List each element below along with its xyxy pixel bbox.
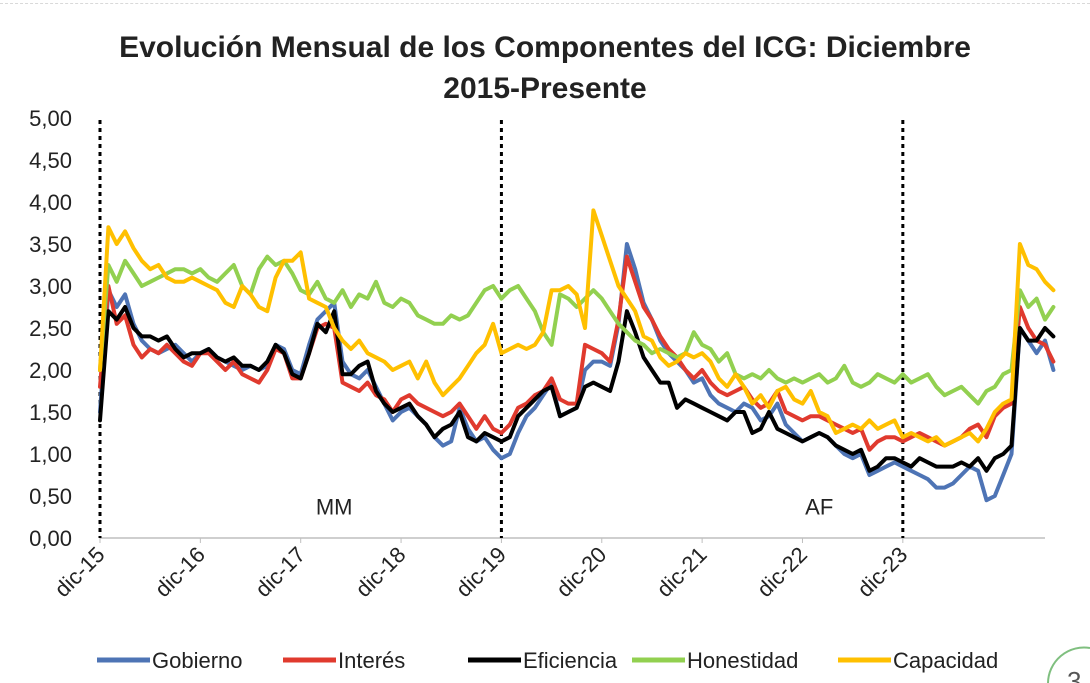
page-number-badge: 3 (1047, 646, 1090, 683)
chart-title-line: 2015-Presente (443, 72, 646, 105)
legend: Gobierno Interés Eficiencia Honestidad Capac… (97, 648, 998, 673)
legend-label: Capacidad (893, 648, 998, 673)
chart-title-line: Evolución Mensual de los Componentes del… (119, 31, 971, 64)
page-number: 3 (1067, 666, 1081, 683)
x-tick-label: dic-18 (351, 542, 411, 602)
x-tick-label: dic-20 (551, 542, 611, 602)
legend-label: Gobierno (152, 648, 243, 673)
y-tick-label: 1,00 (29, 442, 72, 467)
legend-label: Interés (338, 648, 405, 673)
legend-label: Honestidad (687, 648, 798, 673)
x-tick-label: dic-17 (250, 542, 310, 602)
data-series (98, 208, 1056, 503)
x-tick-label: dic-19 (451, 542, 511, 602)
series-line-honestidad (98, 254, 1056, 406)
y-tick-label: 0,00 (29, 526, 72, 551)
x-tick-label: dic-16 (150, 542, 210, 602)
period-annotation: AF (805, 494, 833, 519)
y-tick-label: 4,00 (29, 190, 72, 215)
annotations: MM AF (316, 494, 833, 519)
top-divider (0, 3, 1090, 4)
y-tick-label: 2,50 (29, 316, 72, 341)
x-tick-label: dic-22 (752, 542, 812, 602)
y-tick-label: 2,00 (29, 358, 72, 383)
y-tick-label: 0,50 (29, 484, 72, 509)
x-tick-label: dic-21 (652, 542, 712, 602)
chart-title: Evolución Mensual de los Componentes del… (119, 31, 971, 105)
y-tick-label: 1,50 (29, 400, 72, 425)
y-tick-label: 4,50 (29, 148, 72, 173)
page-number-ring (1047, 646, 1090, 683)
x-axis: dic-15 dic-16 dic-17 dic-18 dic-19 dic-20 dic-… (49, 537, 1045, 602)
y-tick-label: 5,00 (29, 106, 72, 131)
legend-label: Eficiencia (523, 648, 618, 673)
series-line-eficiencia (98, 305, 1056, 473)
period-annotation: MM (316, 494, 353, 519)
series-line-capacidad (98, 208, 1056, 448)
y-axis: 0,00 0,50 1,00 1,50 2,00 2,50 3,00 3,50 4,00 4,50… (29, 106, 72, 551)
y-tick-label: 3,50 (29, 232, 72, 257)
y-tick-label: 3,00 (29, 274, 72, 299)
period-markers (98, 120, 905, 538)
x-tick-label: dic-23 (852, 542, 912, 602)
